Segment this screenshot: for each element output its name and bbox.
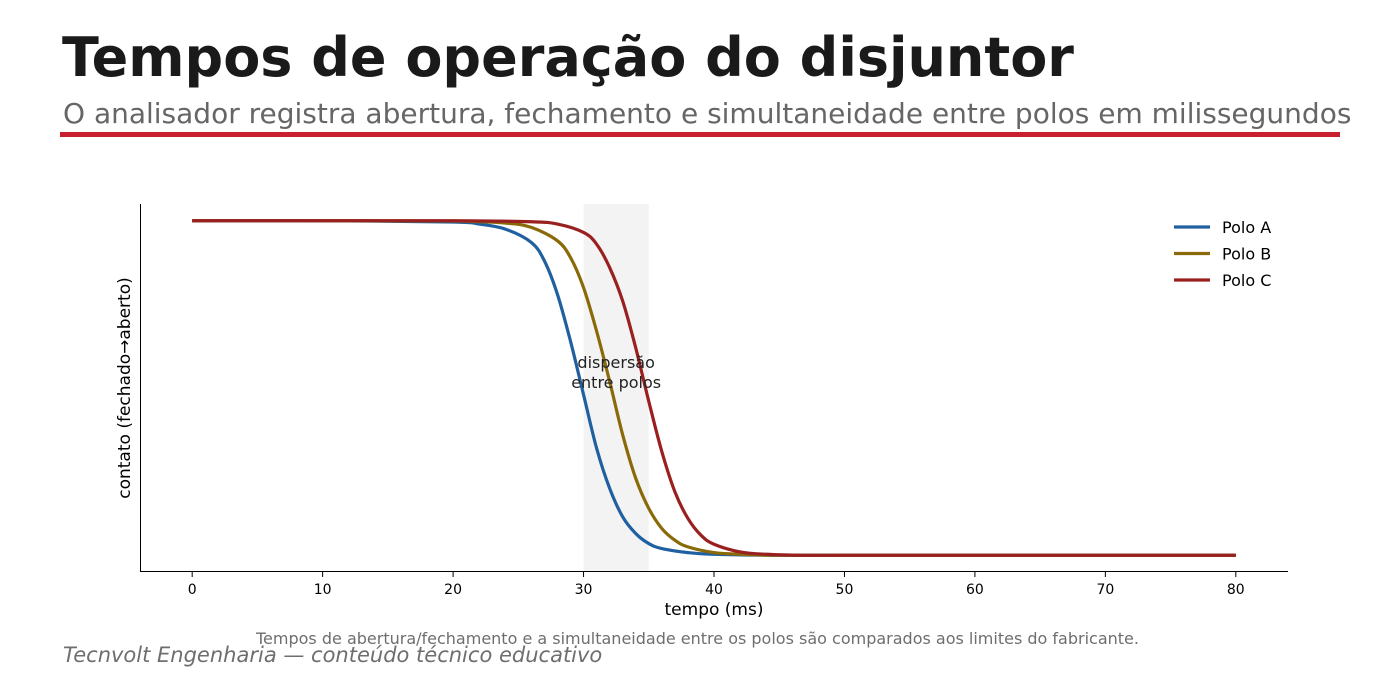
legend-item-polo-a: Polo A [1174,218,1271,237]
chart-caption: Tempos de abertura/fechamento e a simult… [256,629,1139,648]
legend-label: Polo B [1222,245,1271,264]
x-tick-label: 0 [188,582,197,598]
series-line-polo-a [192,219,1236,557]
series-layer [192,219,1236,557]
x-tick-label: 50 [836,582,854,598]
legend: Polo A Polo B Polo C [1174,218,1271,290]
x-tick-label: 80 [1227,582,1245,598]
series-line-polo-b [192,219,1236,557]
x-tick-label: 20 [444,582,462,598]
x-tick-label: 70 [1096,582,1114,598]
dispersion-band [583,204,649,572]
ticks-layer: 0 10 20 30 40 50 60 70 80 [188,572,1245,598]
x-tick-label: 30 [575,582,593,598]
x-tick-label: 10 [314,582,332,598]
legend-label: Polo A [1222,218,1271,237]
axes-layer [140,204,1288,572]
accent-rule [60,132,1340,137]
page-subtitle: O analisador registra abertura, fechamen… [63,97,1352,130]
legend-item-polo-b: Polo B [1174,245,1271,264]
x-tick-label: 40 [705,582,723,598]
footer-credit: Tecnvolt Engenharia — conteúdo técnico e… [63,643,603,667]
dispersion-annotation-line: dispersão [577,353,654,372]
page-title: Tempos de operação do disjuntor [62,26,1074,89]
x-tick-label: 60 [966,582,984,598]
legend-label: Polo C [1222,271,1271,290]
legend-item-polo-c: Polo C [1174,271,1271,290]
y-axis-label: contato (fechado→aberto) [115,277,135,498]
dispersion-annotation-line: entre polos [571,373,661,392]
x-axis-label: tempo (ms) [665,600,764,620]
series-line-polo-c [192,219,1236,557]
band-layer [583,204,649,572]
